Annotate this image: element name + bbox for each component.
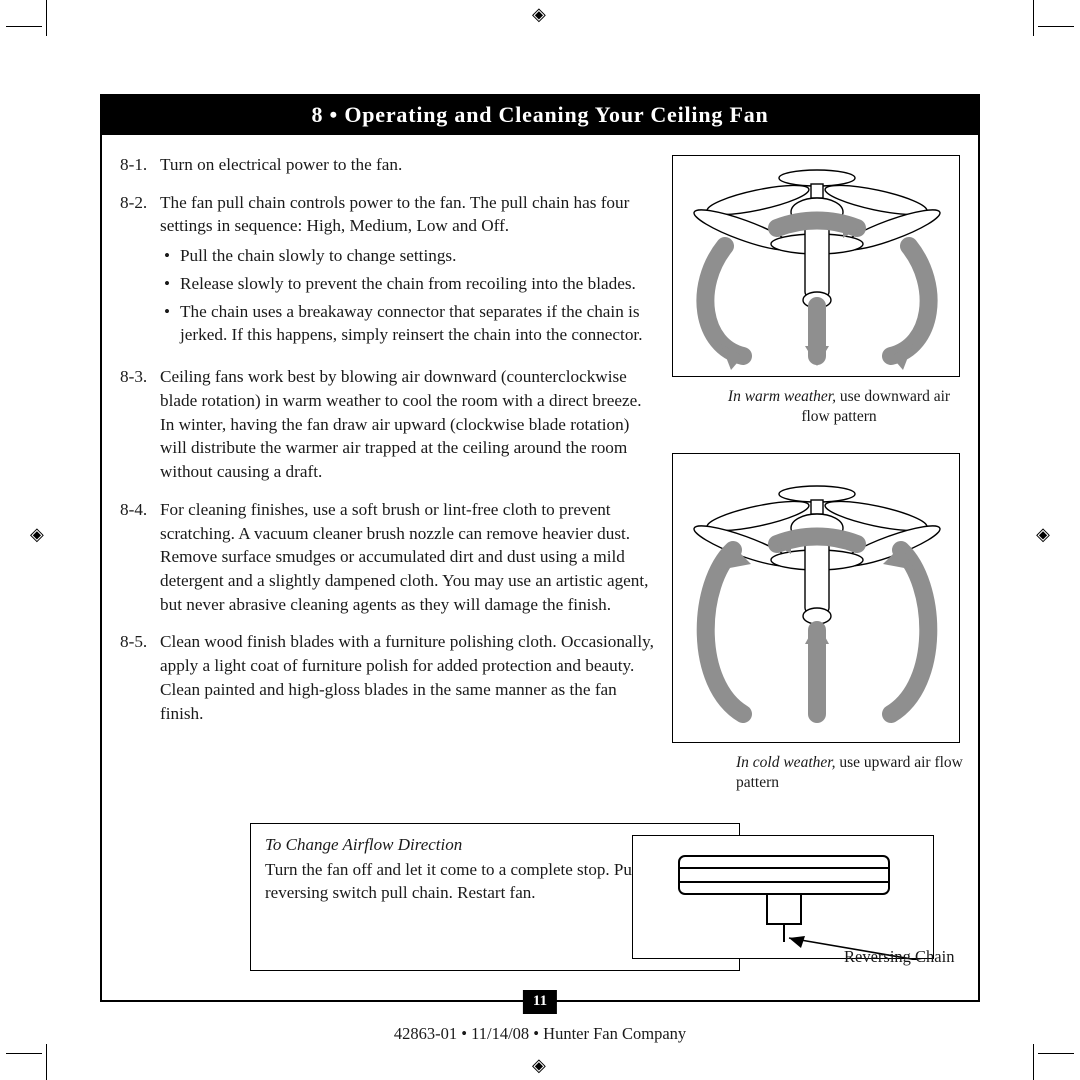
page-frame: 8 • Operating and Cleaning Your Ceiling … — [100, 94, 980, 1002]
step-8-5: 8-5. Clean wood finish blades with a fur… — [120, 630, 660, 725]
crop-mark — [6, 26, 42, 27]
figure-caption-warm: In warm weather, use downward air flow p… — [724, 387, 954, 427]
step-text: The fan pull chain controls power to the… — [160, 191, 660, 351]
step-number: 8-3. — [120, 365, 160, 484]
fan-down-airflow-icon — [673, 156, 960, 377]
page-canvas: ◈ ◈ ◈ ◈ 8 • Operating and Cleaning Your … — [0, 0, 1080, 1080]
step-sublist: Pull the chain slowly to change settings… — [160, 244, 660, 347]
registration-mark-icon: ◈ — [532, 1055, 546, 1076]
caption-lead: In warm weather, — [728, 388, 836, 405]
step-sub-item: Pull the chain slowly to change settings… — [160, 244, 660, 268]
figure-warm-weather — [672, 155, 960, 377]
crop-mark — [46, 0, 47, 36]
registration-mark-icon: ◈ — [532, 4, 546, 25]
step-number: 8-5. — [120, 630, 160, 725]
crop-mark — [1038, 1053, 1074, 1054]
step-sub-item: The chain uses a breakaway connector tha… — [160, 300, 660, 347]
step-text: Turn on electrical power to the fan. — [160, 153, 660, 177]
registration-mark-icon: ◈ — [30, 524, 44, 545]
figure-caption-cold: In cold weather, use upward air flow pat… — [736, 753, 986, 793]
figure-reversing-switch — [632, 835, 934, 959]
reversing-switch-icon — [633, 836, 935, 960]
step-8-4: 8-4. For cleaning finishes, use a soft b… — [120, 498, 660, 617]
crop-mark — [1033, 1044, 1034, 1080]
step-text: For cleaning finishes, use a soft brush … — [160, 498, 660, 617]
instruction-column: 8-1. Turn on electrical power to the fan… — [120, 153, 660, 725]
page-footer: 42863-01 • 11/14/08 • Hunter Fan Company — [0, 1024, 1080, 1044]
crop-mark — [1038, 26, 1074, 27]
caption-lead: In cold weather, — [736, 754, 835, 771]
crop-mark — [46, 1044, 47, 1080]
page-number-badge: 11 — [523, 990, 557, 1014]
registration-mark-icon: ◈ — [1036, 524, 1050, 545]
crop-mark — [1033, 0, 1034, 36]
fan-up-airflow-icon — [673, 454, 960, 743]
step-8-2: 8-2. The fan pull chain controls power t… — [120, 191, 660, 351]
step-text: Ceiling fans work best by blowing air do… — [160, 365, 660, 484]
figure-cold-weather — [672, 453, 960, 743]
crop-mark — [6, 1053, 42, 1054]
step-number: 8-2. — [120, 191, 160, 351]
step-8-1: 8-1. Turn on electrical power to the fan… — [120, 153, 660, 177]
step-text-main: The fan pull chain controls power to the… — [160, 193, 629, 236]
step-8-3: 8-3. Ceiling fans work best by blowing a… — [120, 365, 660, 484]
reversing-chain-label: Reversing Chain — [844, 947, 954, 967]
section-title: 8 • Operating and Cleaning Your Ceiling … — [102, 96, 978, 135]
step-text: Clean wood finish blades with a furnitur… — [160, 630, 660, 725]
content-area: 8-1. Turn on electrical power to the fan… — [102, 135, 978, 1005]
step-sub-item: Release slowly to prevent the chain from… — [160, 272, 660, 296]
step-number: 8-1. — [120, 153, 160, 177]
step-number: 8-4. — [120, 498, 160, 617]
